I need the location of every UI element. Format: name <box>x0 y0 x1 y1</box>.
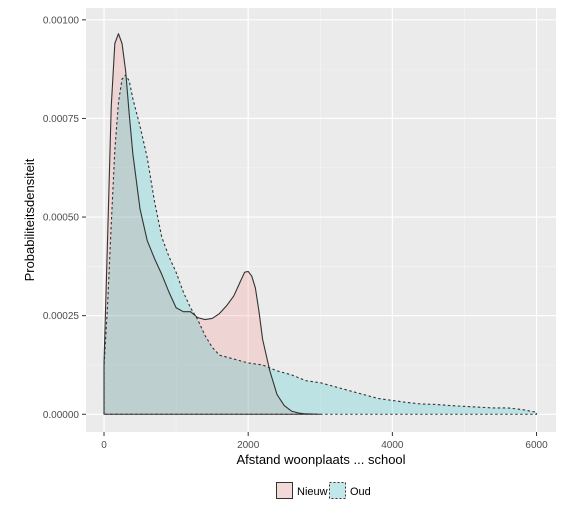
legend-key-oud <box>329 482 346 499</box>
x-axis-title: Afstand woonplaats ... school <box>236 452 405 467</box>
legend-key-nieuw <box>276 482 293 499</box>
line-oud <box>103 74 538 415</box>
legend-label-nieuw: Nieuw <box>297 486 328 498</box>
y-tick-label: 0.00050 <box>43 213 80 224</box>
y-tick-label: 0.00075 <box>43 114 80 125</box>
y-axis-title: Probabiliteitsdensiteit <box>22 158 37 281</box>
density-lines <box>103 33 538 415</box>
y-axis: 0.00000 0.00025 0.00050 0.00075 0.00100 <box>43 15 86 421</box>
x-axis: 0 2000 4000 6000 <box>101 432 548 451</box>
x-tick-label: 2000 <box>237 440 260 451</box>
x-tick-label: 6000 <box>525 440 548 451</box>
plot-panel <box>86 8 556 432</box>
legend: Nieuw Oud <box>276 482 371 499</box>
legend-key-bg-oud <box>329 482 346 499</box>
area-nieuw <box>104 33 321 415</box>
density-areas <box>104 33 537 415</box>
legend-key-bg-nieuw <box>276 482 293 499</box>
y-tick-label: 0.00000 <box>43 410 80 421</box>
area-oud <box>104 75 537 415</box>
line-nieuw <box>103 33 321 415</box>
x-tick-label: 0 <box>101 440 107 451</box>
grid-minor <box>86 8 556 432</box>
y-tick-label: 0.00025 <box>43 311 80 322</box>
y-tick-label: 0.00100 <box>43 15 80 26</box>
legend-label-oud: Oud <box>350 486 371 498</box>
x-tick-label: 4000 <box>381 440 404 451</box>
